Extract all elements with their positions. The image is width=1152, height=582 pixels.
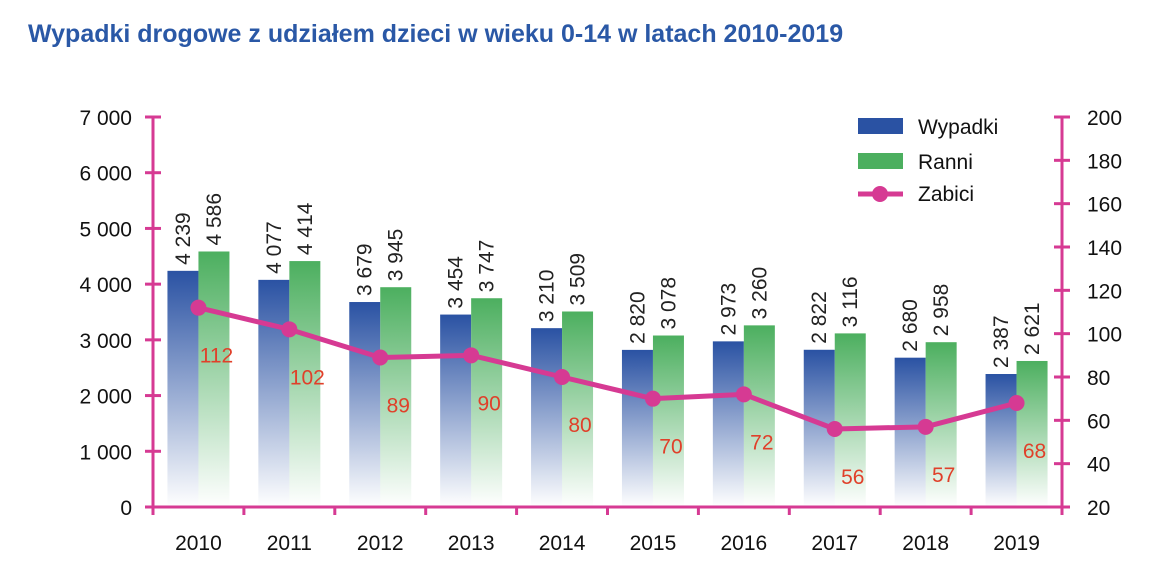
bar-wypadki-2014 — [531, 328, 563, 507]
bar-ranni-2016 — [743, 325, 775, 507]
data-label-wypadki-2012: 3 679 — [354, 243, 377, 296]
legend-swatch-wypadki — [858, 118, 903, 134]
bar-wypadki-2016 — [712, 341, 744, 507]
data-label-zabici-2016: 72 — [750, 431, 773, 454]
point-zabici-2018 — [917, 418, 934, 435]
data-label-ranni-2010: 4 586 — [203, 193, 226, 246]
point-zabici-2015 — [644, 390, 661, 407]
left-tick-label-0: 0 — [120, 497, 132, 520]
x-tick-label-2018: 2018 — [902, 532, 949, 555]
point-zabici-2011 — [281, 321, 298, 338]
data-label-zabici-2011: 102 — [290, 366, 325, 389]
left-tick-label-4000: 4 000 — [79, 274, 132, 297]
x-tick-label-2012: 2012 — [357, 532, 404, 555]
left-tick-label-2000: 2 000 — [79, 386, 132, 409]
data-label-zabici-2010: 112 — [200, 345, 233, 368]
x-tick-label-2010: 2010 — [175, 532, 222, 555]
line-zabici — [197, 305, 1018, 432]
data-label-ranni-2013: 3 747 — [476, 240, 499, 293]
data-label-zabici-2018: 57 — [932, 464, 955, 487]
data-label-ranni-2016: 3 260 — [748, 267, 771, 320]
right-tick-label-80: 80 — [1087, 367, 1110, 390]
right-tick-label-60: 60 — [1087, 410, 1110, 433]
data-label-wypadki-2013: 3 454 — [445, 256, 468, 309]
line-layer — [190, 299, 1025, 437]
data-label-wypadki-2014: 3 210 — [536, 270, 559, 323]
point-zabici-2019 — [1008, 395, 1025, 411]
data-label-zabici-2014: 80 — [568, 414, 591, 437]
chart-title: Wypadki drogowe z udziałem dzieci w wiek… — [28, 20, 844, 48]
point-zabici-2013 — [463, 347, 480, 364]
data-label-ranni-2012: 3 945 — [385, 229, 408, 282]
right-tick-label-180: 180 — [1087, 150, 1122, 173]
point-zabici-2010 — [190, 299, 207, 316]
data-label-wypadki-2010: 4 239 — [172, 212, 195, 265]
data-label-ranni-2011: 4 414 — [294, 202, 317, 255]
legend-label-zabici: Zabici — [918, 183, 974, 206]
legend: Wypadki Ranni Zabici — [858, 116, 998, 206]
legend-label-ranni: Ranni — [918, 151, 973, 174]
right-tick-label-20: 20 — [1087, 497, 1110, 520]
data-label-wypadki-2018: 2 680 — [899, 299, 922, 352]
data-label-ranni-2015: 3 078 — [657, 277, 680, 330]
bar-wypadki-2015 — [621, 349, 653, 507]
data-label-ranni-2019: 2 621 — [1021, 302, 1044, 355]
bar-wypadki-2011 — [258, 279, 290, 507]
left-tick-label-5000: 5 000 — [79, 218, 132, 241]
bar-wypadki-2013 — [440, 314, 472, 507]
left-tick-label-1000: 1 000 — [79, 441, 132, 464]
data-label-wypadki-2016: 2 973 — [717, 283, 740, 336]
bar-wypadki-2012 — [349, 302, 381, 507]
legend-label-wypadki: Wypadki — [918, 116, 998, 139]
point-zabici-2012 — [372, 349, 389, 366]
bar-ranni-2017 — [834, 333, 866, 507]
data-label-ranni-2014: 3 509 — [567, 253, 590, 306]
data-label-ranni-2018: 2 958 — [930, 284, 953, 337]
x-tick-label-2015: 2015 — [630, 532, 677, 555]
right-tick-label-140: 140 — [1087, 237, 1122, 260]
data-label-zabici-2012: 89 — [387, 395, 410, 418]
right-tick-label-120: 120 — [1087, 280, 1122, 303]
data-label-wypadki-2017: 2 822 — [808, 291, 831, 344]
point-zabici-2014 — [554, 369, 571, 385]
left-tick-label-3000: 3 000 — [79, 330, 132, 353]
bar-ranni-2019 — [1016, 360, 1048, 507]
x-tick-label-2011: 2011 — [267, 532, 312, 555]
bar-ranni-2012 — [380, 287, 412, 507]
bar-ranni-2015 — [652, 335, 684, 507]
right-tick-label-200: 200 — [1087, 107, 1122, 130]
bar-ranni-2013 — [471, 298, 503, 507]
point-zabici-2016 — [735, 386, 752, 403]
legend-swatch-ranni — [858, 153, 903, 169]
labels-layer: 4 239 4 586 4 077 4 414 3 679 3 945 3 454 3 747… — [172, 193, 1046, 489]
legend-marker-zabici — [872, 186, 888, 202]
x-tick-label-2019: 2019 — [993, 532, 1040, 555]
axes-layer: 2010 2011 2012 2013 2014 2015 2016 2017 2018 2019… — [79, 107, 1122, 555]
data-label-zabici-2015: 70 — [659, 436, 682, 459]
data-label-wypadki-2011: 4 077 — [263, 221, 286, 274]
data-label-zabici-2019: 68 — [1023, 440, 1046, 463]
data-label-wypadki-2019: 2 387 — [990, 315, 1013, 368]
point-zabici-2017 — [826, 421, 843, 437]
right-tick-label-160: 160 — [1087, 194, 1122, 217]
x-tick-label-2016: 2016 — [720, 532, 767, 555]
right-tick-label-40: 40 — [1087, 454, 1110, 477]
left-tick-label-7000: 7 000 — [79, 107, 132, 130]
bar-ranni-2011 — [289, 261, 321, 507]
data-label-zabici-2013: 90 — [477, 392, 500, 415]
bar-ranni-2014 — [562, 311, 594, 507]
data-label-zabici-2017: 56 — [841, 466, 864, 489]
bar-ranni-2010 — [198, 251, 230, 507]
left-tick-label-6000: 6 000 — [79, 163, 132, 186]
bar-wypadki-2019 — [985, 374, 1017, 507]
x-tick-label-2017: 2017 — [811, 532, 858, 555]
x-tick-label-2014: 2014 — [539, 532, 586, 555]
data-label-ranni-2017: 3 116 — [839, 276, 862, 327]
right-tick-label-100: 100 — [1087, 324, 1122, 347]
x-tick-label-2013: 2013 — [448, 532, 495, 555]
data-label-wypadki-2015: 2 820 — [626, 291, 649, 344]
